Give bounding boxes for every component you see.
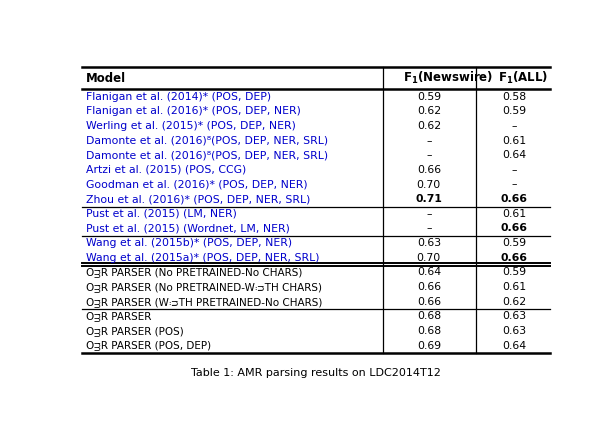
Text: –: – xyxy=(511,180,517,190)
Text: 0.68: 0.68 xyxy=(417,326,441,336)
Text: Model: Model xyxy=(86,72,126,85)
Text: 0.62: 0.62 xyxy=(417,106,441,116)
Text: 0.63: 0.63 xyxy=(502,311,526,321)
Text: 0.58: 0.58 xyxy=(502,92,526,102)
Text: OᴟR PARSER: OᴟR PARSER xyxy=(86,311,151,321)
Text: 0.64: 0.64 xyxy=(502,340,526,350)
Text: Werling et al. (2015)* (POS, DEP, NER): Werling et al. (2015)* (POS, DEP, NER) xyxy=(86,121,296,131)
Text: 0.69: 0.69 xyxy=(417,340,441,350)
Text: Goodman et al. (2016)* (POS, DEP, NER): Goodman et al. (2016)* (POS, DEP, NER) xyxy=(86,180,307,190)
Text: $\mathbf{F_1}$(ALL): $\mathbf{F_1}$(ALL) xyxy=(498,70,548,86)
Text: 0.63: 0.63 xyxy=(417,238,441,248)
Text: Zhou et al. (2016)* (POS, DEP, NER, SRL): Zhou et al. (2016)* (POS, DEP, NER, SRL) xyxy=(86,194,310,204)
Text: OᴟR PARSER (Nᴏ PRETRAINED-Nᴏ CHARS): OᴟR PARSER (Nᴏ PRETRAINED-Nᴏ CHARS) xyxy=(86,267,302,277)
Text: OᴟR PARSER (POS): OᴟR PARSER (POS) xyxy=(86,326,184,336)
Text: OᴟR PARSER (WᴞTH PRETRAINED-Nᴏ CHARS): OᴟR PARSER (WᴞTH PRETRAINED-Nᴏ CHARS) xyxy=(86,297,322,307)
Text: OᴟR PARSER (POS, DEP): OᴟR PARSER (POS, DEP) xyxy=(86,340,211,350)
Text: –: – xyxy=(426,209,432,219)
Text: 0.61: 0.61 xyxy=(502,136,526,146)
Text: –: – xyxy=(426,150,432,160)
Text: $\mathbf{F_1}$(Newswire): $\mathbf{F_1}$(Newswire) xyxy=(403,70,493,86)
Text: Table 1: AMR parsing results on LDC2014T12: Table 1: AMR parsing results on LDC2014T… xyxy=(191,368,440,378)
Text: OᴟR PARSER (Nᴏ PRETRAINED-WᴞTH CHARS): OᴟR PARSER (Nᴏ PRETRAINED-WᴞTH CHARS) xyxy=(86,282,322,292)
Text: 0.66: 0.66 xyxy=(501,223,528,233)
Text: Flanigan et al. (2014)* (POS, DEP): Flanigan et al. (2014)* (POS, DEP) xyxy=(86,92,270,102)
Text: 0.68: 0.68 xyxy=(417,311,441,321)
Text: Pust et al. (2015) (LM, NER): Pust et al. (2015) (LM, NER) xyxy=(86,209,237,219)
Text: 0.61: 0.61 xyxy=(502,209,526,219)
Text: 0.62: 0.62 xyxy=(417,121,441,131)
Text: 0.66: 0.66 xyxy=(417,297,441,307)
Text: 0.70: 0.70 xyxy=(416,180,441,190)
Text: 0.62: 0.62 xyxy=(502,297,526,307)
Text: 0.59: 0.59 xyxy=(502,238,526,248)
Text: Artzi et al. (2015) (POS, CCG): Artzi et al. (2015) (POS, CCG) xyxy=(86,165,246,175)
Text: 0.66: 0.66 xyxy=(501,194,528,204)
Text: Wang et al. (2015b)* (POS, DEP, NER): Wang et al. (2015b)* (POS, DEP, NER) xyxy=(86,238,292,248)
Text: Flanigan et al. (2016)* (POS, DEP, NER): Flanigan et al. (2016)* (POS, DEP, NER) xyxy=(86,106,301,116)
Text: 0.70: 0.70 xyxy=(416,253,441,263)
Text: 0.66: 0.66 xyxy=(417,282,441,292)
Text: Damonte et al. (2016)⁸(POS, DEP, NER, SRL): Damonte et al. (2016)⁸(POS, DEP, NER, SR… xyxy=(86,150,328,160)
Text: 0.61: 0.61 xyxy=(502,282,526,292)
Text: –: – xyxy=(511,121,517,131)
Text: 0.64: 0.64 xyxy=(417,267,441,277)
Text: 0.63: 0.63 xyxy=(502,326,526,336)
Text: 0.66: 0.66 xyxy=(417,165,441,175)
Text: 0.59: 0.59 xyxy=(502,267,526,277)
Text: –: – xyxy=(511,165,517,175)
Text: Damonte et al. (2016)⁸(POS, DEP, NER, SRL): Damonte et al. (2016)⁸(POS, DEP, NER, SR… xyxy=(86,136,328,146)
Text: –: – xyxy=(426,136,432,146)
Text: 0.71: 0.71 xyxy=(415,194,442,204)
Text: Wang et al. (2015a)* (POS, DEP, NER, SRL): Wang et al. (2015a)* (POS, DEP, NER, SRL… xyxy=(86,253,319,263)
Text: –: – xyxy=(426,223,432,233)
Text: 0.59: 0.59 xyxy=(502,106,526,116)
Text: 0.64: 0.64 xyxy=(502,150,526,160)
Text: 0.66: 0.66 xyxy=(501,253,528,263)
Text: Pust et al. (2015) (Wordnet, LM, NER): Pust et al. (2015) (Wordnet, LM, NER) xyxy=(86,223,290,233)
Text: 0.59: 0.59 xyxy=(417,92,441,102)
